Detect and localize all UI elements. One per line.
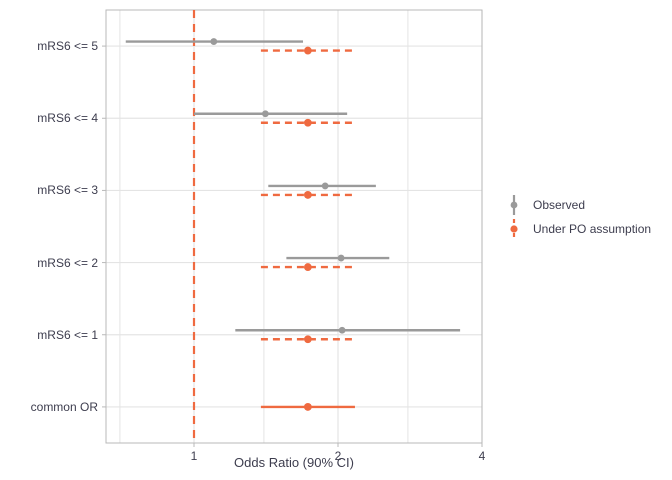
legend-label-observed: Observed <box>533 198 586 212</box>
forest-point <box>194 110 348 118</box>
x-axis-tick-label: 4 <box>478 449 486 463</box>
x-axis-title: Odds Ratio (90% CI) <box>234 455 354 470</box>
data-layer <box>125 38 461 411</box>
legend: Observed Under PO assumption <box>503 193 668 241</box>
y-axis-tick-label: mRS6 <= 4 <box>37 111 98 126</box>
forest-point <box>260 403 355 411</box>
y-axis-tick-label: common OR <box>30 399 98 414</box>
x-axis-tick-label: 2 <box>334 449 342 463</box>
grid-layer <box>106 10 483 443</box>
forest-point <box>286 254 390 262</box>
forest-point <box>260 46 355 55</box>
y-axis-tick-label: mRS6 <= 3 <box>37 183 98 198</box>
forest-point <box>235 326 461 334</box>
y-axis-tick-label: mRS6 <= 1 <box>37 327 98 342</box>
legend-label-po-assumption: Under PO assumption <box>533 222 652 236</box>
legend-item-observed[interactable]: Observed <box>503 193 668 217</box>
legend-item-po-assumption[interactable]: Under PO assumption <box>503 217 668 241</box>
legend-key-po-assumption <box>503 218 525 240</box>
forest-point <box>260 335 355 344</box>
legend-key-observed <box>503 194 525 216</box>
x-axis-tick-label: 1 <box>190 449 198 463</box>
panel-border <box>105 9 483 444</box>
forest-point <box>125 38 304 45</box>
axis-ticks <box>102 45 483 447</box>
y-axis-tick-label: mRS6 <= 2 <box>37 255 98 270</box>
forest-point <box>268 182 376 190</box>
forest-point <box>260 118 355 127</box>
y-axis-tick-label: mRS6 <= 5 <box>37 39 98 54</box>
forest-point <box>260 191 355 199</box>
forest-point <box>260 263 355 271</box>
